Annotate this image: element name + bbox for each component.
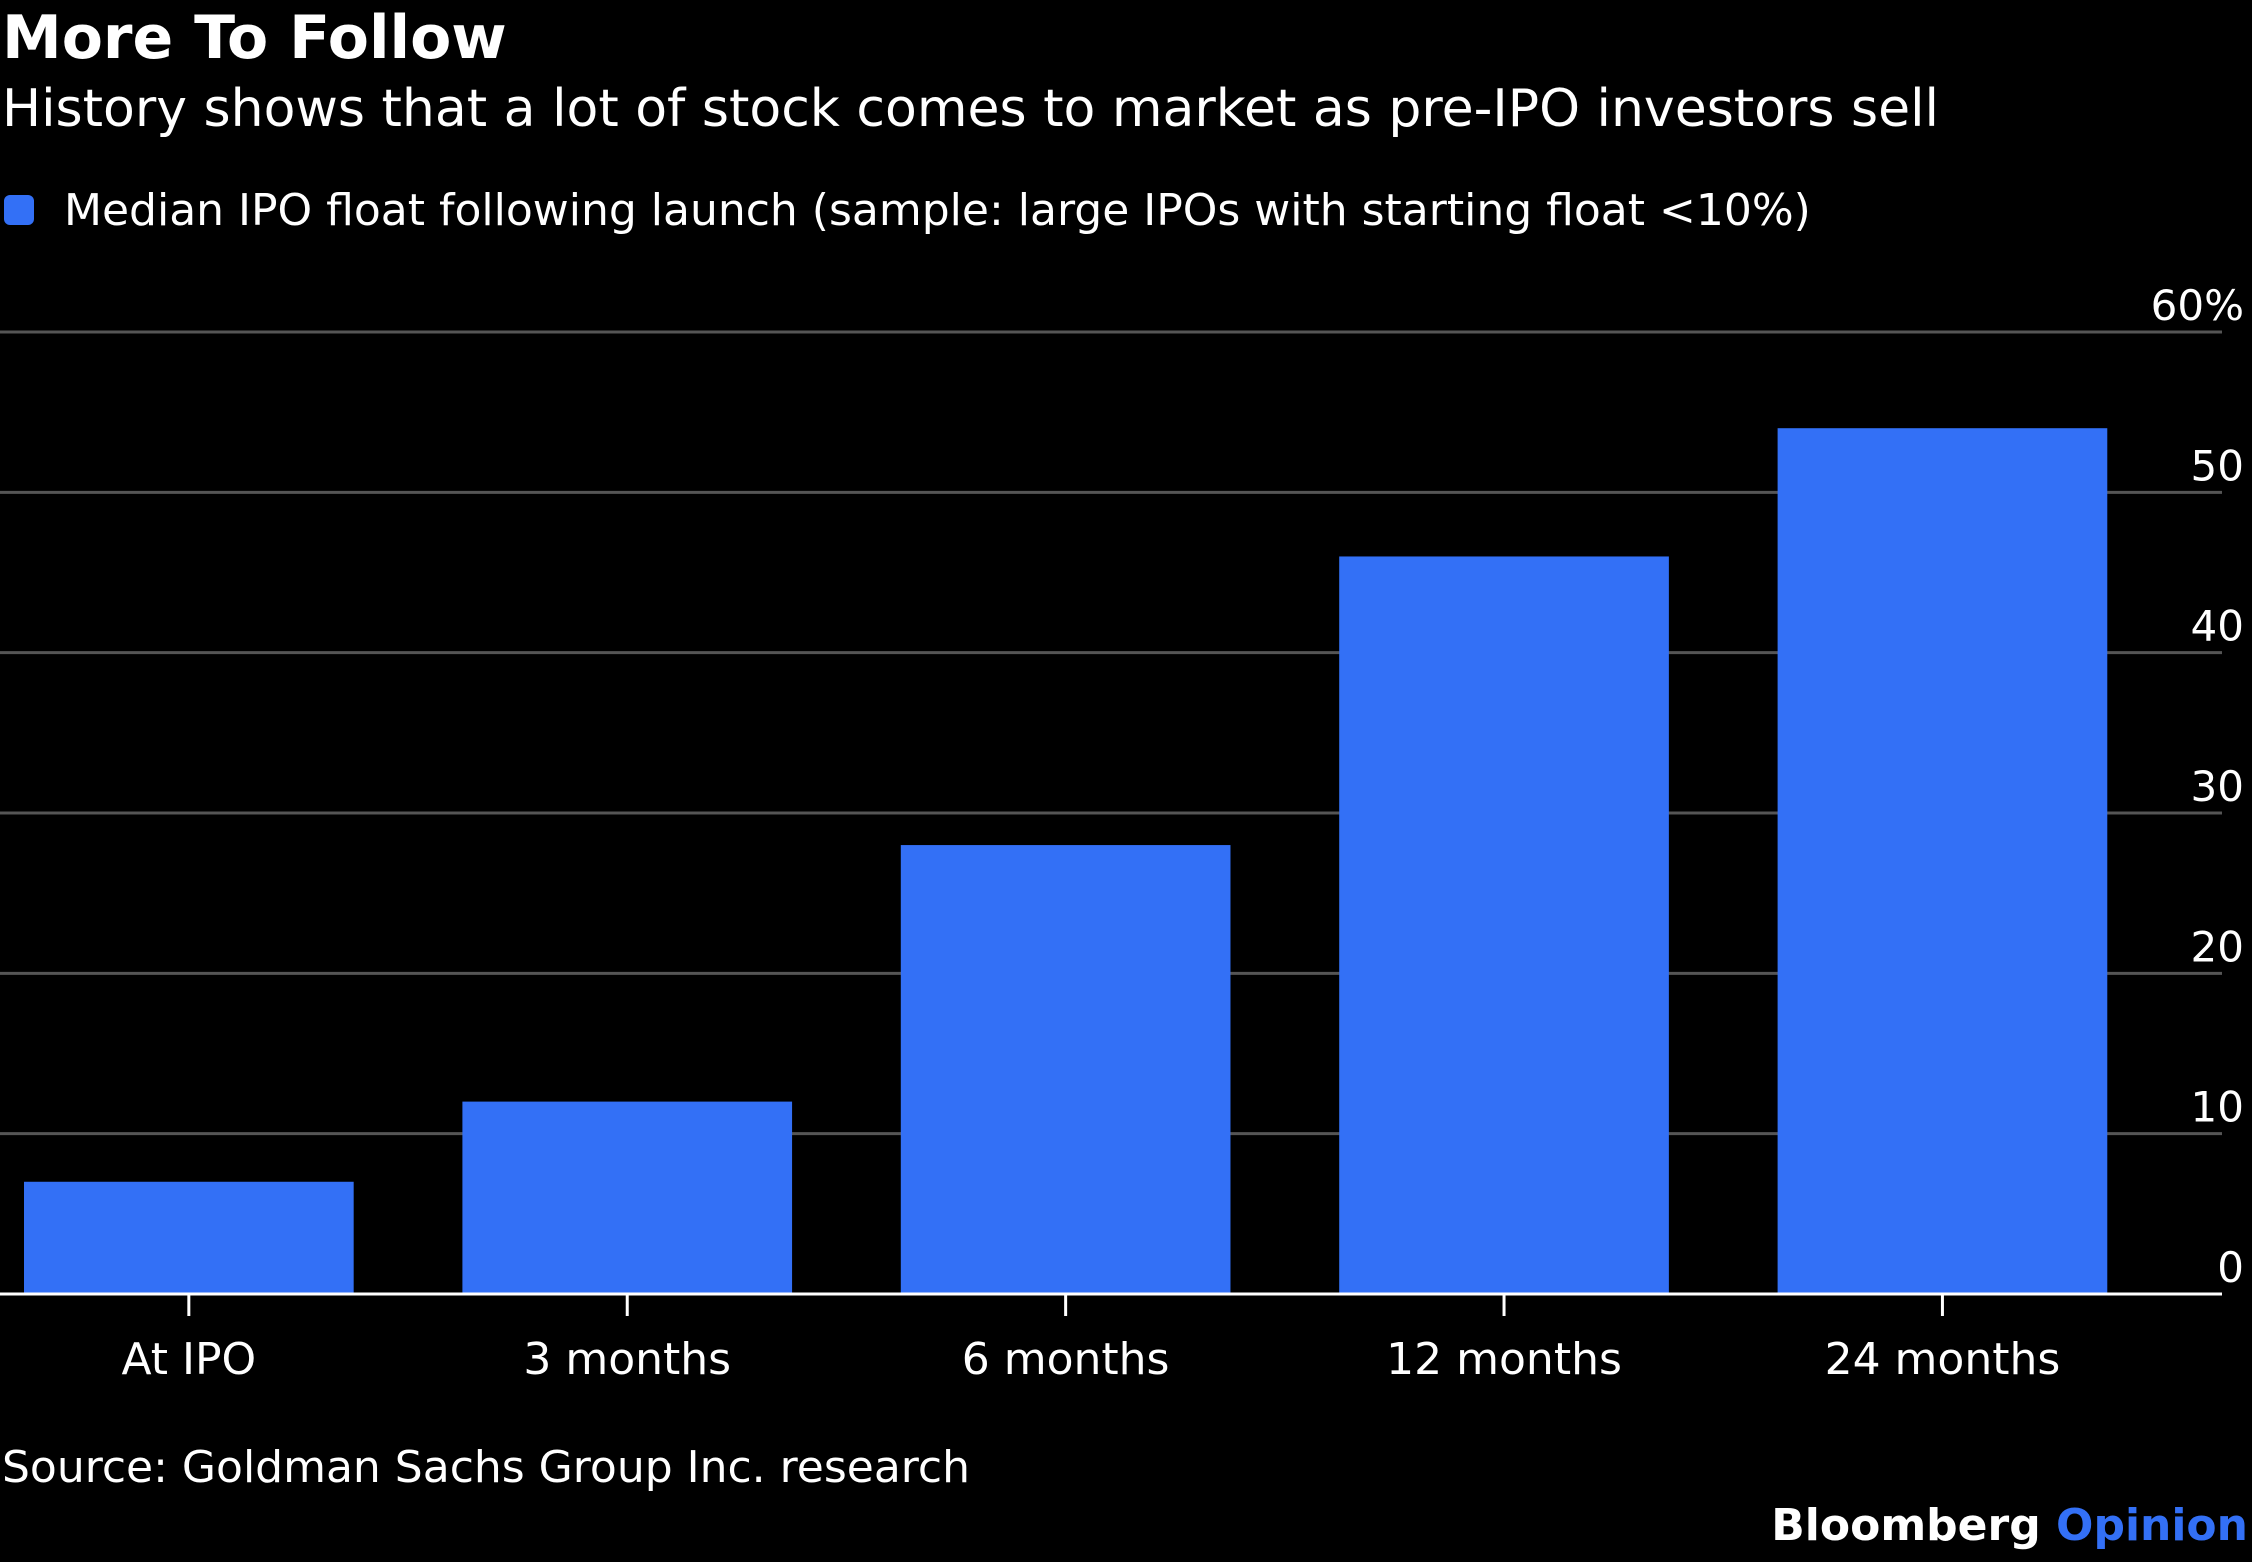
bar bbox=[462, 1101, 793, 1294]
x-tick-label: 12 months bbox=[1386, 1334, 1622, 1385]
x-tick-label: At IPO bbox=[121, 1334, 256, 1385]
brand-sub: Opinion bbox=[2056, 1500, 2248, 1551]
y-axis-labels: 0 10 20 30 40 50 60% bbox=[2151, 281, 2244, 1292]
bar bbox=[1339, 556, 1669, 1294]
brand-logo: Bloomberg Opinion bbox=[1771, 1496, 2248, 1556]
chart-subtitle: History shows that a lot of stock comes … bbox=[2, 79, 1939, 139]
x-axis-ticks: At IPO 3 months 6 months 12 months 24 months bbox=[121, 1294, 2060, 1385]
x-tick-label: 3 months bbox=[523, 1334, 731, 1385]
source-note: Source: Goldman Sachs Group Inc. researc… bbox=[2, 1442, 970, 1493]
y-tick-label: 30 bbox=[2191, 762, 2244, 811]
x-tick-label: 6 months bbox=[962, 1334, 1170, 1385]
legend-swatch bbox=[4, 195, 34, 225]
bar bbox=[24, 1181, 354, 1294]
x-tick-label: 24 months bbox=[1825, 1334, 2061, 1385]
bars bbox=[24, 428, 2108, 1294]
bar bbox=[1777, 428, 2108, 1294]
legend-label: Median IPO float following launch (sampl… bbox=[64, 184, 1811, 236]
y-tick-label: 50 bbox=[2191, 441, 2244, 490]
legend: Median IPO float following launch (sampl… bbox=[4, 180, 1811, 240]
y-tick-label: 60% bbox=[2151, 281, 2244, 330]
chart-title: More To Follow bbox=[2, 3, 507, 73]
bar-chart: At IPO 3 months 6 months 12 months 24 months… bbox=[0, 281, 2244, 1385]
y-tick-label: 10 bbox=[2191, 1083, 2244, 1132]
y-tick-label: 0 bbox=[2217, 1243, 2244, 1292]
brand-name: Bloomberg bbox=[1771, 1500, 2041, 1551]
bar bbox=[900, 845, 1231, 1294]
y-tick-label: 40 bbox=[2191, 602, 2244, 651]
y-tick-label: 20 bbox=[2191, 922, 2244, 971]
